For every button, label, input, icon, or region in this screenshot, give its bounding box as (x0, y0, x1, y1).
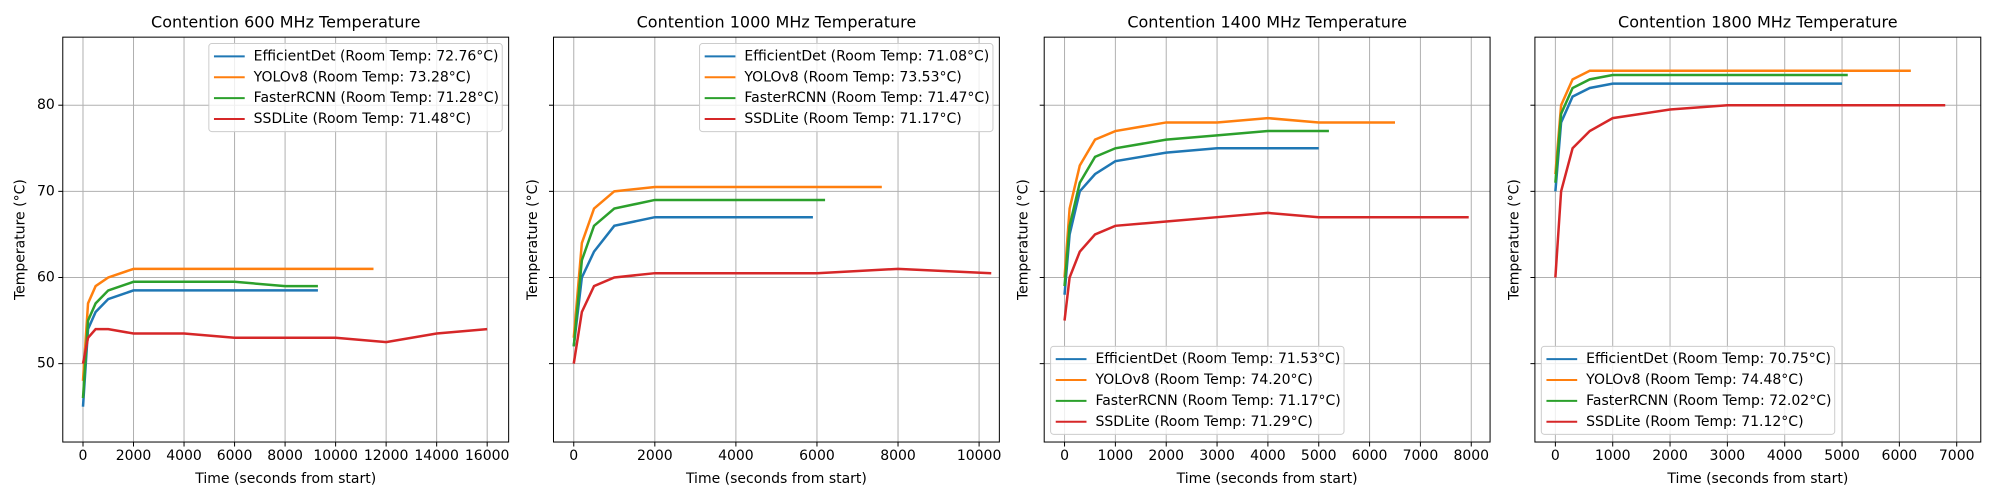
x-tick-label: 5000 (1824, 448, 1860, 464)
axes-frame (1534, 36, 1982, 443)
axes-frame (1043, 36, 1491, 443)
legend-label: YOLOv8 (Room Temp: 74.48°C) (1585, 372, 1803, 388)
legend: EfficientDet (Room Temp: 72.76°C) YOLOv8 … (208, 43, 503, 133)
legend-box (1540, 345, 1836, 435)
x-tick-label: 12000 (364, 448, 409, 464)
subplot-title: Contention 600 MHz Temperature (151, 13, 420, 32)
y-axis-label: Temperature (°C) (1506, 179, 1522, 301)
x-tick-label: 6000 (799, 448, 835, 464)
x-tick-label: 1000 (1098, 448, 1134, 464)
data-line (1554, 73, 1848, 183)
data-line (1063, 129, 1329, 287)
data-line (1554, 82, 1843, 192)
x-tick-label: 0 (1060, 448, 1069, 464)
legend-label: FasterRCNN (Room Temp: 71.28°C) (254, 90, 499, 106)
legend: EfficientDet (Room Temp: 70.75°C) YOLOv8 … (1540, 345, 1836, 435)
subplot-title: Contention 1000 MHz Temperature (637, 13, 917, 32)
subplot: Contention 1800 MHz Temperature 0 1000 2000… (1506, 13, 1982, 487)
x-tick-label: 2000 (1652, 448, 1688, 464)
x-tick-label: 16000 (465, 448, 510, 464)
legend-label: SSDLite (Room Temp: 71.12°C) (1586, 414, 1803, 430)
x-tick-label: 4000 (166, 448, 202, 464)
legend-label: EfficientDet (Room Temp: 70.75°C) (1586, 351, 1831, 367)
legend-box (208, 43, 503, 133)
subplot: Contention 600 MHz Temperature 0 2000 4000 6… (12, 13, 509, 488)
data-line (572, 267, 992, 364)
legend-label: FasterRCNN (Room Temp: 71.47°C) (744, 90, 989, 106)
y-tick-label: 60 (37, 269, 55, 285)
data-line (1063, 211, 1469, 321)
subplot-title: Contention 1800 MHz Temperature (1618, 13, 1898, 32)
x-tick-label: 3000 (1710, 448, 1746, 464)
data-line (1063, 147, 1319, 295)
legend-label: EfficientDet (Room Temp: 71.53°C) (1095, 351, 1340, 367)
legend-label: SSDLite (Room Temp: 71.17°C) (744, 111, 961, 127)
data-line (81, 280, 318, 399)
x-tick-label: 4000 (718, 448, 754, 464)
x-tick-label: 3000 (1199, 448, 1235, 464)
data-line (572, 185, 882, 338)
x-tick-label: 5000 (1301, 448, 1337, 464)
subplot: Contention 1000 MHz Temperature 0 2000 4000… (525, 13, 1001, 488)
legend-box (699, 43, 994, 133)
legend-label: YOLOv8 (Room Temp: 73.53°C) (743, 69, 961, 85)
legend: EfficientDet (Room Temp: 71.53°C) YOLOv8 … (1050, 345, 1345, 435)
x-tick-label: 6000 (1352, 448, 1388, 464)
data-line (1063, 116, 1395, 278)
legend-label: YOLOv8 (Room Temp: 73.28°C) (253, 69, 471, 85)
legend: EfficientDet (Room Temp: 71.08°C) YOLOv8 … (699, 43, 994, 133)
legend-box (1050, 345, 1345, 435)
x-axis-label: Time (seconds from start) (685, 471, 867, 487)
y-tick-label: 70 (37, 183, 55, 199)
data-line (1554, 69, 1911, 175)
x-tick-label: 2000 (116, 448, 152, 464)
legend-label: EfficientDet (Room Temp: 72.76°C) (254, 48, 499, 64)
legend-label: YOLOv8 (Room Temp: 74.20°C) (1094, 372, 1312, 388)
x-axis-label: Time (seconds from start) (1666, 471, 1848, 487)
x-tick-label: 4000 (1767, 448, 1803, 464)
x-tick-label: 10000 (313, 448, 358, 464)
x-tick-label: 0 (1551, 448, 1560, 464)
x-tick-label: 1000 (1595, 448, 1631, 464)
data-line (572, 198, 826, 347)
y-axis-label: Temperature (°C) (12, 179, 28, 301)
data-line (572, 215, 813, 347)
x-tick-label: 6000 (1882, 448, 1918, 464)
axes-frame (552, 36, 1000, 443)
x-axis-label: Time (seconds from start) (1176, 471, 1358, 487)
x-tick-label: 10000 (957, 448, 1002, 464)
x-tick-label: 7000 (1939, 448, 1975, 464)
x-tick-label: 8000 (1453, 448, 1489, 464)
x-tick-label: 4000 (1250, 448, 1286, 464)
legend-label: SSDLite (Room Temp: 71.48°C) (254, 111, 471, 127)
x-tick-label: 14000 (414, 448, 459, 464)
y-tick-label: 50 (37, 356, 55, 372)
x-tick-label: 8000 (267, 448, 303, 464)
legend-label: FasterRCNN (Room Temp: 72.02°C) (1586, 393, 1831, 409)
x-tick-label: 8000 (880, 448, 916, 464)
x-tick-label: 0 (79, 448, 88, 464)
x-tick-label: 0 (569, 448, 578, 464)
legend-label: EfficientDet (Room Temp: 71.08°C) (744, 48, 989, 64)
x-axis-label: Time (seconds from start) (194, 471, 376, 487)
axes-frame (62, 36, 510, 443)
legend-label: FasterRCNN (Room Temp: 71.17°C) (1095, 393, 1340, 409)
data-line (81, 327, 488, 364)
x-tick-label: 7000 (1403, 448, 1439, 464)
subplot: Contention 1400 MHz Temperature 0 1000 2000… (1016, 13, 1491, 487)
y-axis-label: Temperature (°C) (525, 179, 541, 301)
data-line (81, 289, 318, 407)
x-tick-label: 6000 (217, 448, 253, 464)
x-tick-label: 2000 (637, 448, 673, 464)
y-tick-label: 80 (37, 97, 55, 113)
subplot-title: Contention 1400 MHz Temperature (1127, 13, 1407, 32)
y-axis-label: Temperature (°C) (1016, 179, 1032, 301)
legend-label: SSDLite (Room Temp: 71.29°C) (1095, 414, 1312, 430)
data-line (81, 267, 374, 381)
x-tick-label: 2000 (1148, 448, 1184, 464)
data-line (1554, 103, 1946, 278)
